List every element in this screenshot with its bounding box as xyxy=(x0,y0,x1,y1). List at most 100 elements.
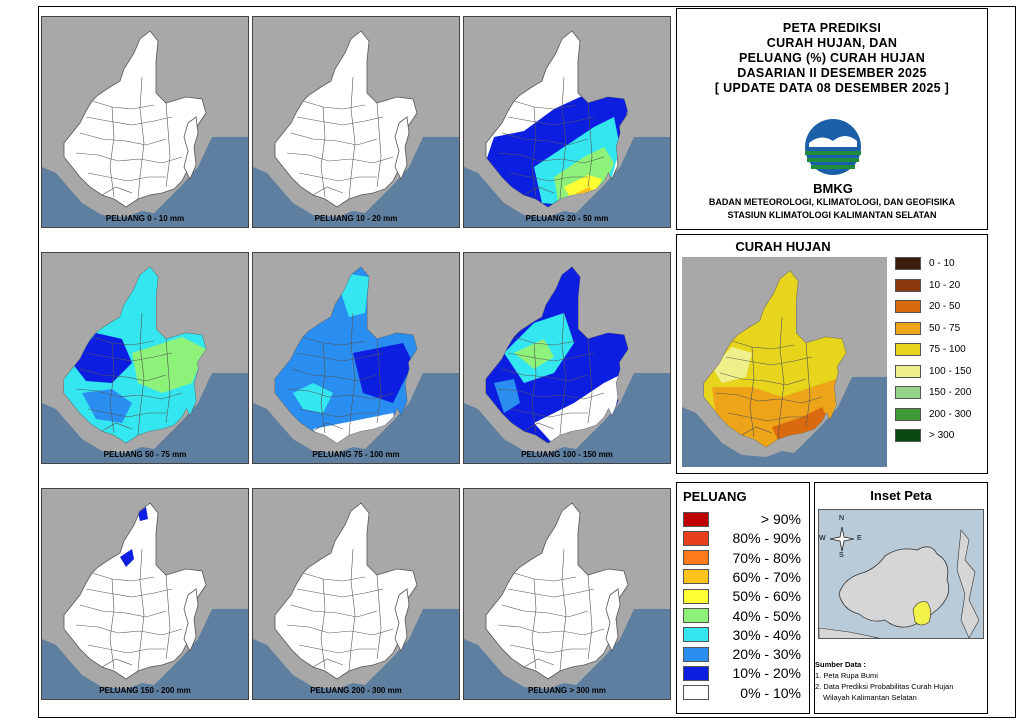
rain-legend-swatch xyxy=(895,364,921,378)
rain-legend-item: 200 - 300 xyxy=(895,407,971,421)
district-border xyxy=(79,132,167,146)
probability-map: PELUANG 50 - 75 mm xyxy=(41,252,249,464)
bmkg-logo: BMKG xyxy=(801,113,865,197)
sea-area xyxy=(464,609,670,699)
province-area xyxy=(63,30,207,208)
inset-map: N S E W xyxy=(818,509,984,639)
district-border xyxy=(85,352,173,362)
district-border xyxy=(79,604,167,618)
district-border xyxy=(290,604,378,618)
probability-legend-swatch xyxy=(683,627,709,643)
rain-legend-label: 50 - 75 xyxy=(929,322,961,334)
rain-legend-swatch xyxy=(895,343,921,356)
rain-legend-swatch xyxy=(895,407,921,421)
district-border xyxy=(587,102,593,188)
probability-legend-label: 10% - 20% xyxy=(732,665,801,682)
probability-map: PELUANG 200 - 300 mm xyxy=(252,488,460,700)
map-caption: PELUANG > 300 mm xyxy=(527,686,607,695)
district-border xyxy=(290,368,378,382)
prob-region xyxy=(120,549,134,567)
district-border xyxy=(509,408,588,418)
probability-legend-label: 30% - 40% xyxy=(732,626,801,643)
district-border xyxy=(497,624,605,636)
probability-legend-swatch xyxy=(683,550,709,566)
district-border xyxy=(501,132,589,146)
district-border xyxy=(523,658,555,668)
district-border xyxy=(91,336,155,346)
sea-area xyxy=(253,373,459,463)
rain-legend-item: 150 - 200 xyxy=(895,386,971,399)
probability-legend-item: 40% - 50% xyxy=(683,608,801,624)
sea-area xyxy=(464,373,670,463)
institution-line-2: STASIUN KLIMATOLOGI KALIMANTAN SELATAN xyxy=(727,210,937,220)
prob-region xyxy=(82,389,132,423)
compass-e: E xyxy=(857,535,862,542)
probability-legend-item: 50% - 60% xyxy=(683,588,801,604)
sea-area xyxy=(253,137,459,227)
district-border xyxy=(376,102,382,188)
map-caption: PELUANG 10 - 20 mm xyxy=(314,214,398,223)
district-border xyxy=(296,588,384,598)
rain-legend-label: 150 - 200 xyxy=(929,387,972,398)
district-border xyxy=(296,116,384,126)
probability-map: PELUANG 20 - 50 mm xyxy=(463,16,671,228)
probability-legend-item: 20% - 30% xyxy=(683,646,801,662)
district-border xyxy=(312,658,344,668)
sumber-item-1: 1. Peta Rupa Bumi xyxy=(815,671,878,680)
district-border xyxy=(320,578,326,670)
peluang-title: PELUANG xyxy=(683,489,747,504)
rain-legend-swatch xyxy=(895,257,921,270)
probability-legend-label: 70% - 80% xyxy=(732,549,801,566)
district-border xyxy=(312,422,344,432)
probability-legend-item: 80% - 90% xyxy=(683,530,801,546)
rain-legend-label: 100 - 150 xyxy=(929,365,972,377)
district-border xyxy=(348,76,356,200)
map-caption: PELUANG 200 - 300 mm xyxy=(310,686,402,695)
district-border xyxy=(497,152,605,164)
district-border xyxy=(298,644,377,654)
island-area xyxy=(394,116,410,180)
district-border xyxy=(290,132,378,146)
district-border xyxy=(165,338,171,424)
province-area xyxy=(274,30,418,208)
district-border xyxy=(559,312,567,436)
district-border xyxy=(509,644,588,654)
probability-legend-item: 60% - 70% xyxy=(683,569,801,585)
district-border xyxy=(137,312,145,436)
sumber-item-2: 2. Data Prediksi Probabilitas Curah Huja… xyxy=(815,682,954,691)
curah-hujan-title: CURAH HUJAN xyxy=(735,239,831,254)
district-border xyxy=(75,152,183,164)
district-border xyxy=(587,338,593,424)
rain-legend-item: 75 - 100 xyxy=(895,343,966,356)
inset-panel: Inset Peta N S E W Sumber Data : 1. Peta… xyxy=(814,482,988,714)
title-line-3: PELUANG (%) CURAH HUJAN xyxy=(738,51,926,65)
map-caption: PELUANG 150 - 200 mm xyxy=(99,686,191,695)
district-border xyxy=(531,578,537,670)
district-border xyxy=(312,186,344,196)
probability-map: PELUANG 100 - 150 mm xyxy=(463,252,671,464)
inset-title: Inset Peta xyxy=(870,488,932,503)
sumber-title: Sumber Data : xyxy=(815,660,866,669)
district-border xyxy=(348,548,356,672)
rain-legend-item: 0 - 10 xyxy=(895,257,955,270)
district-border xyxy=(587,574,593,660)
rain-legend-item: 20 - 50 xyxy=(895,300,960,313)
rain-legend-item: 100 - 150 xyxy=(895,364,972,378)
district-border xyxy=(715,392,823,404)
rain-legend-label: > 300 xyxy=(929,430,955,441)
probability-legend-swatch xyxy=(683,588,709,604)
sumber-item-3: Wilayah Kalimantan Selatan xyxy=(823,693,917,702)
map-caption: PELUANG 100 - 150 mm xyxy=(521,450,613,459)
district-border xyxy=(320,106,326,198)
title-line-1: PETA PREDIKSI xyxy=(782,21,882,35)
district-border xyxy=(286,388,394,400)
prob-region xyxy=(494,379,520,413)
sea-area xyxy=(253,609,459,699)
district-border xyxy=(109,578,115,670)
district-border xyxy=(87,408,166,418)
district-border xyxy=(805,342,811,428)
district-border xyxy=(513,100,577,110)
title-line-2: CURAH HUJAN, DAN xyxy=(766,36,898,50)
district-border xyxy=(137,548,145,672)
district-border xyxy=(507,588,595,598)
